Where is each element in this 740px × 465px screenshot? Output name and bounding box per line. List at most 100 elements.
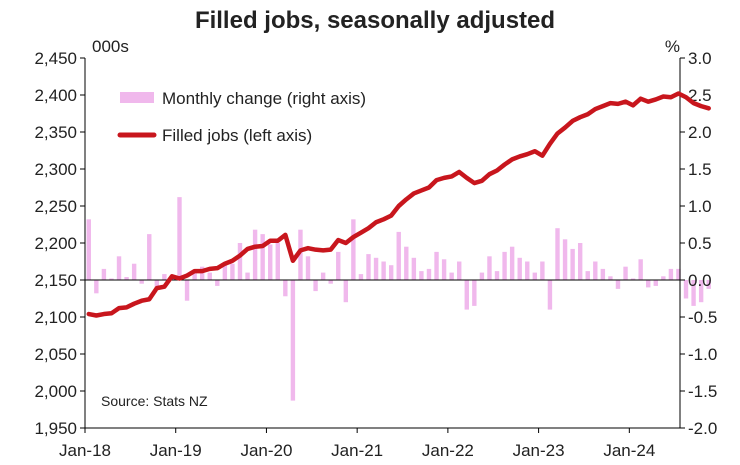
left-tick-label: 2,350 [34, 123, 77, 142]
bar-monthly-change [388, 265, 394, 280]
left-tick-label: 2,150 [34, 271, 77, 290]
source-note: Source: Stats NZ [101, 393, 208, 409]
bar-monthly-change [547, 280, 553, 310]
x-tick-label: Jan-22 [422, 441, 474, 460]
bar-monthly-change [162, 274, 167, 280]
bar-monthly-change [101, 268, 107, 280]
left-tick-label: 2,200 [34, 234, 77, 253]
bar-monthly-change [109, 278, 114, 280]
bar-monthly-change [577, 243, 583, 280]
bar-monthly-change [94, 280, 99, 294]
bar-monthly-change [585, 271, 590, 280]
bar-monthly-change [555, 228, 560, 280]
bar-monthly-change [283, 280, 288, 297]
bar-monthly-change [230, 263, 235, 280]
x-tick-label: Jan-20 [240, 441, 292, 460]
bar-monthly-change [698, 280, 704, 303]
bar-monthly-change [464, 280, 469, 310]
bar-monthly-change [668, 268, 674, 280]
bar-monthly-change [215, 280, 220, 286]
bar-monthly-change [600, 268, 606, 280]
bar-monthly-change [676, 268, 681, 280]
bar-monthly-change [479, 272, 485, 280]
x-tick-label: Jan-24 [603, 441, 655, 460]
bar-monthly-change [653, 280, 658, 286]
left-tick-label: 2,250 [34, 197, 77, 216]
bar-monthly-change [116, 256, 122, 280]
bar-monthly-change [131, 263, 137, 280]
line-series [86, 91, 711, 318]
bar-monthly-change [525, 261, 530, 280]
axes: 2,450 2,400 2,350 2,300 2,250 2,200 2,150 2,100… [34, 49, 717, 460]
bar-monthly-change [404, 246, 409, 280]
legend-swatch-monthly-change [120, 92, 154, 103]
bar-monthly-change [532, 272, 538, 280]
bar-monthly-change [457, 261, 462, 280]
legend: Monthly change (right axis) Filled jobs … [117, 89, 366, 145]
bar-monthly-change [328, 280, 333, 284]
bar-monthly-change [419, 271, 424, 280]
bar-monthly-change [275, 243, 280, 280]
bar-monthly-change [313, 280, 318, 292]
x-tick-label: Jan-21 [331, 441, 383, 460]
right-tick-label: -1.0 [688, 345, 717, 364]
legend-label-filled-jobs: Filled jobs (left axis) [162, 126, 312, 145]
bar-monthly-change [147, 234, 152, 280]
left-tick-label: 2,000 [34, 382, 77, 401]
bar-monthly-change [517, 257, 522, 280]
bar-monthly-change [290, 280, 296, 401]
right-tick-label: 2.0 [688, 123, 712, 142]
bar-monthly-change [615, 280, 621, 289]
bar-monthly-change [683, 280, 689, 299]
legend-label-monthly-change: Monthly change (right axis) [162, 89, 366, 108]
right-tick-label: 0.5 [688, 234, 712, 253]
bar-monthly-change [487, 256, 492, 280]
right-tick-label: -1.5 [688, 382, 717, 401]
right-tick-label: 3.0 [688, 49, 712, 68]
x-tick-label: Jan-18 [59, 441, 111, 460]
bar-monthly-change [691, 280, 696, 306]
left-axis-unit: 000s [92, 37, 129, 56]
bar-monthly-change [268, 244, 273, 280]
bar-monthly-change [358, 274, 364, 280]
bar-monthly-change [661, 276, 666, 280]
x-tick-label: Jan-23 [513, 441, 565, 460]
bar-monthly-change [124, 277, 129, 280]
bar-monthly-change [426, 268, 432, 280]
left-tick-label: 2,450 [34, 49, 77, 68]
right-tick-label: -0.5 [688, 308, 717, 327]
bar-monthly-change [320, 272, 326, 280]
bar-monthly-change [494, 271, 500, 280]
bar-monthly-change [623, 266, 628, 280]
bar-monthly-change [381, 261, 386, 280]
bar-monthly-change [630, 278, 636, 280]
right-tick-label: 1.5 [688, 160, 712, 179]
right-tick-label: 2.5 [688, 86, 712, 105]
bar-monthly-change [441, 259, 447, 280]
left-tick-label: 2,300 [34, 160, 77, 179]
bar-monthly-change [593, 261, 598, 280]
bar-monthly-change [260, 234, 265, 280]
bar-monthly-change [222, 265, 228, 280]
bar-monthly-change [366, 254, 371, 280]
right-tick-label: 0.0 [688, 271, 712, 290]
bar-monthly-change [540, 261, 545, 280]
bar-monthly-change [472, 280, 477, 306]
bar-monthly-change [192, 272, 197, 280]
bar-monthly-change [305, 256, 311, 280]
bar-monthly-change [449, 272, 454, 280]
bar-monthly-change [396, 231, 401, 280]
bar-monthly-change [252, 229, 258, 280]
bar-monthly-change [207, 272, 212, 280]
bar-monthly-change [638, 259, 643, 280]
bar-monthly-change [154, 280, 160, 288]
bar-monthly-change [343, 280, 349, 303]
left-tick-label: 2,400 [34, 86, 77, 105]
bar-monthly-change [608, 276, 613, 280]
bar-monthly-change [646, 280, 651, 288]
bar-monthly-change [237, 243, 243, 280]
right-tick-label: 1.0 [688, 197, 712, 216]
line-filled-jobs [86, 91, 711, 318]
